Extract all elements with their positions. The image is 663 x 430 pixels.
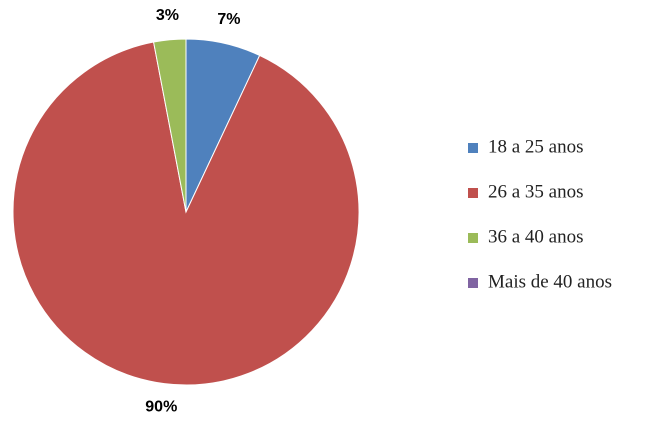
pie-slice xyxy=(12,41,360,386)
data-label: 3% xyxy=(156,7,179,24)
legend-swatch xyxy=(468,278,478,288)
legend-swatch xyxy=(468,188,478,198)
pie-slice xyxy=(152,38,187,213)
legend-label: 18 a 25 anos xyxy=(488,136,584,157)
legend-label: 36 a 40 anos xyxy=(488,226,584,247)
data-label: 7% xyxy=(217,11,240,28)
data-label: 90% xyxy=(145,399,177,416)
legend-swatch xyxy=(468,233,478,243)
legend-swatch xyxy=(468,143,478,153)
legend-label: 26 a 35 anos xyxy=(488,181,584,202)
legend-label: Mais de 40 anos xyxy=(488,271,612,292)
